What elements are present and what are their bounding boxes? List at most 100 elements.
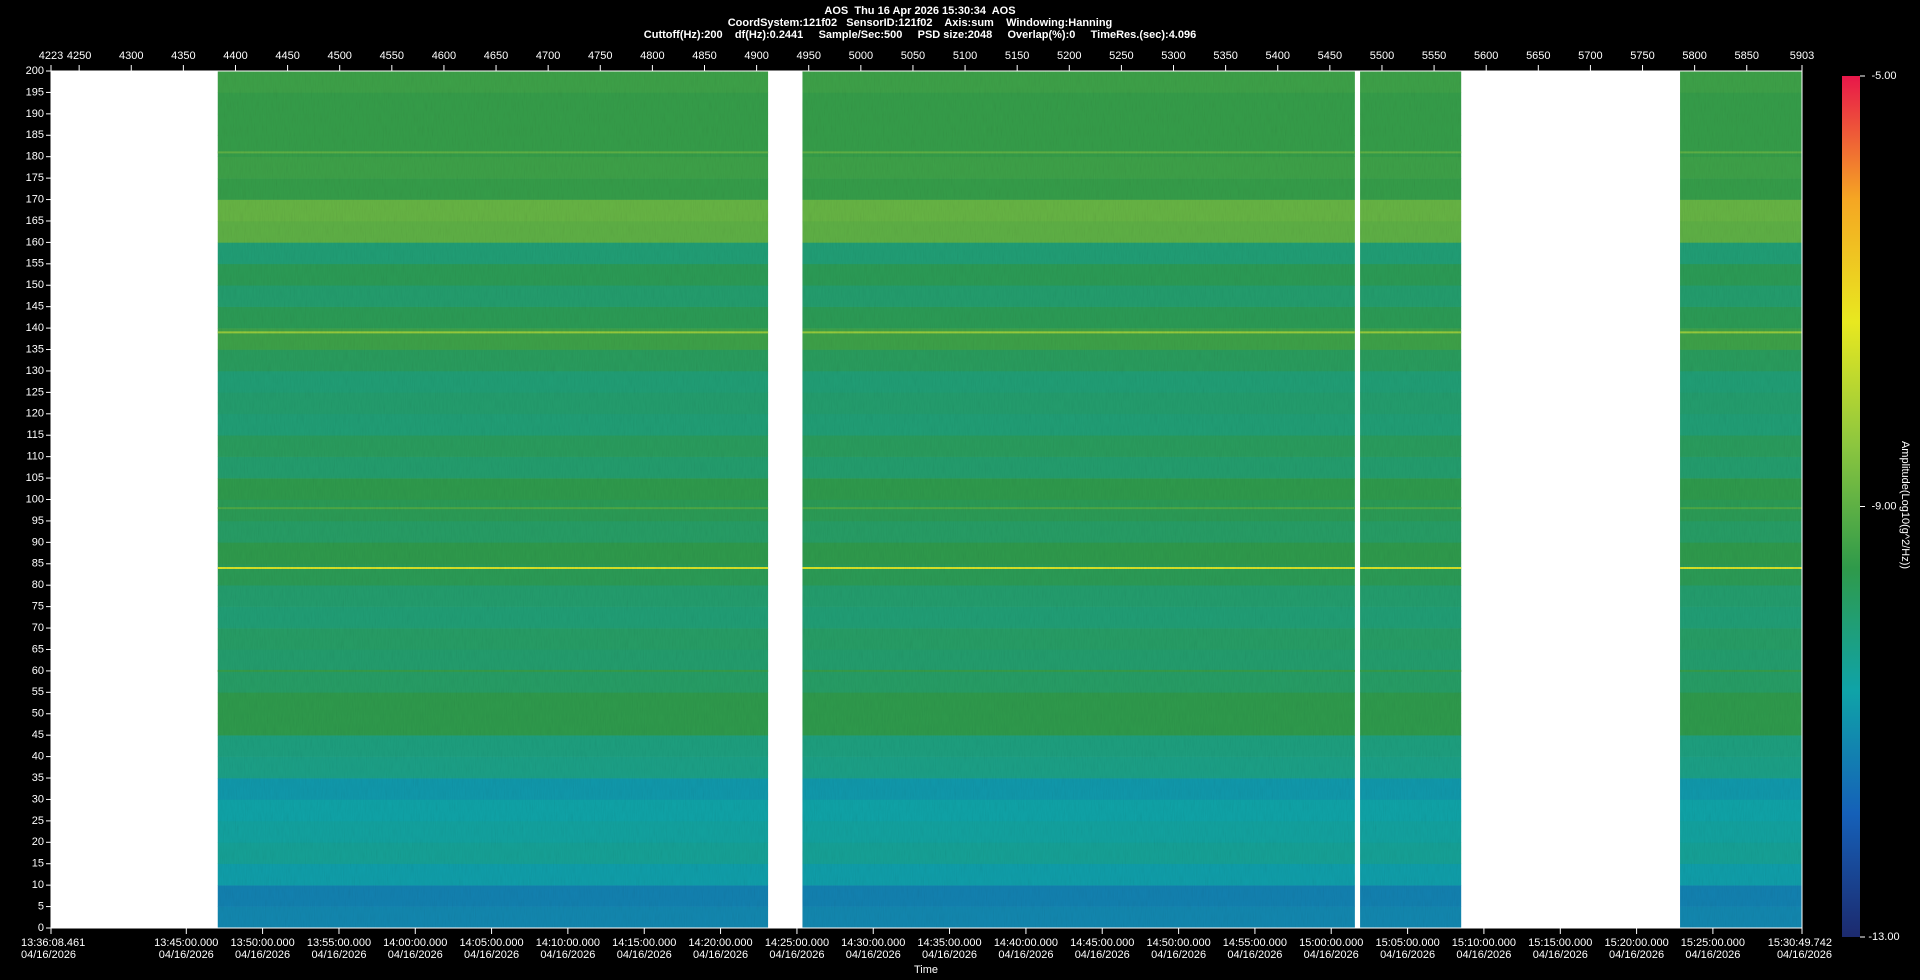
- y-tick-label: 70: [32, 622, 44, 634]
- x-tick-label: 4900: [744, 50, 768, 62]
- x-tick-label: 4850: [692, 50, 716, 62]
- y-tick-label: 100: [26, 493, 44, 505]
- x2-tick-label: 14:30:00.000: [841, 937, 905, 949]
- x-tick-label: 5800: [1682, 50, 1706, 62]
- x2-tick-date: 04/16/2026: [998, 949, 1053, 961]
- y-tick-label: 150: [26, 279, 44, 291]
- x-tick-label: 4800: [640, 50, 664, 62]
- y-tick-label: 30: [32, 793, 44, 805]
- x-tick-label: 4750: [588, 50, 612, 62]
- x2-tick-date: 04/16/2026: [617, 949, 672, 961]
- y-tick-label: 105: [26, 472, 44, 484]
- x-tick-label: 5200: [1057, 50, 1081, 62]
- x2-tick-label: 14:40:00.000: [994, 937, 1058, 949]
- x2-tick-label: 14:05:00.000: [459, 937, 523, 949]
- x2-tick-label: 14:00:00.000: [383, 937, 447, 949]
- x2-tick-date: 04/16/2026: [769, 949, 824, 961]
- x2-tick-date: 04/16/2026: [1075, 949, 1130, 961]
- x-tick-label: 4300: [119, 50, 143, 62]
- y-tick-label: 180: [26, 151, 44, 163]
- x2-tick-label: 15:00:00.000: [1299, 937, 1363, 949]
- x2-tick-label: 14:35:00.000: [917, 937, 981, 949]
- chart-subtitle: CoordSystem:121f02 SensorID:121f02 Axis:…: [728, 17, 1113, 29]
- x-tick-label: 5150: [1005, 50, 1029, 62]
- y-tick-label: 45: [32, 729, 44, 741]
- x2-tick-label: 14:15:00.000: [612, 937, 676, 949]
- y-tick-label: 95: [32, 515, 44, 527]
- x-tick-label: 5050: [901, 50, 925, 62]
- x2-tick-label: 15:15:00.000: [1528, 937, 1592, 949]
- chart-subtitle: Cuttoff(Hz):200 df(Hz):0.2441 Sample/Sec…: [644, 29, 1196, 41]
- x-tick-label: 5400: [1266, 50, 1290, 62]
- x2-tick-date: 04/16/2026: [846, 949, 901, 961]
- x2-tick-label: 15:30:49.742: [1768, 937, 1832, 949]
- texture: [802, 71, 1355, 928]
- x2-tick-label: 15:05:00.000: [1375, 937, 1439, 949]
- y-tick-label: 90: [32, 536, 44, 548]
- texture: [217, 71, 769, 928]
- x-tick-label: 4550: [380, 50, 404, 62]
- y-tick-label: 200: [26, 65, 44, 77]
- y-tick-label: 55: [32, 686, 44, 698]
- x2-tick-date: 04/16/2026: [21, 949, 76, 961]
- y-tick-label: 120: [26, 408, 44, 420]
- x-tick-label: 5550: [1422, 50, 1446, 62]
- x2-tick-label: 15:10:00.000: [1452, 937, 1516, 949]
- y-tick-label: 185: [26, 129, 44, 141]
- x-tick-label: 5650: [1526, 50, 1550, 62]
- x2-tick-date: 04/16/2026: [1685, 949, 1740, 961]
- x2-tick-label: 15:25:00.000: [1681, 937, 1745, 949]
- y-tick-label: 75: [32, 601, 44, 613]
- x-tick-label: 4250: [67, 50, 91, 62]
- y-tick-label: 110: [26, 451, 44, 463]
- y-tick-label: 125: [26, 386, 44, 398]
- x2-tick-date: 04/16/2026: [1227, 949, 1282, 961]
- y-tick-label: 155: [26, 258, 44, 270]
- x-tick-label: 5600: [1474, 50, 1498, 62]
- y-tick-label: 0: [38, 922, 44, 934]
- y-tick-label: 35: [32, 772, 44, 784]
- x2-tick-date: 04/16/2026: [1777, 949, 1832, 961]
- x2-tick-label: 14:55:00.000: [1223, 937, 1287, 949]
- x2-tick-date: 04/16/2026: [235, 949, 290, 961]
- x2-tick-date: 04/16/2026: [388, 949, 443, 961]
- y-tick-label: 10: [32, 879, 44, 891]
- x-tick-label: 4223: [39, 50, 63, 62]
- x2-tick-date: 04/16/2026: [1380, 949, 1435, 961]
- chart-title: AOS Thu 16 Apr 2026 15:30:34 AOS: [824, 5, 1015, 17]
- x2-tick-label: 14:50:00.000: [1147, 937, 1211, 949]
- x2-tick-date: 04/16/2026: [1304, 949, 1359, 961]
- colorbar-label: Amplitude(Log10(g^2/Hz)): [1899, 441, 1911, 569]
- x2-tick-date: 04/16/2026: [1533, 949, 1588, 961]
- x-tick-label: 4700: [536, 50, 560, 62]
- x-tick-label: 5300: [1161, 50, 1185, 62]
- x2-tick-date: 04/16/2026: [1151, 949, 1206, 961]
- y-tick-label: 195: [26, 86, 44, 98]
- colorbar-tick-label: -9.00: [1871, 500, 1896, 512]
- y-tick-label: 15: [32, 858, 44, 870]
- x-tick-label: 5903: [1790, 50, 1814, 62]
- y-tick-label: 5: [38, 900, 44, 912]
- y-tick-label: 80: [32, 579, 44, 591]
- x2-tick-date: 04/16/2026: [159, 949, 214, 961]
- x2-tick-date: 04/16/2026: [540, 949, 595, 961]
- texture: [1680, 71, 1802, 928]
- y-tick-label: 115: [26, 429, 44, 441]
- x2-tick-label: 14:20:00.000: [688, 937, 752, 949]
- x-tick-label: 5100: [953, 50, 977, 62]
- y-tick-label: 165: [26, 215, 44, 227]
- y-tick-label: 130: [26, 365, 44, 377]
- x2-tick-label: 14:45:00.000: [1070, 937, 1134, 949]
- y-tick-label: 140: [26, 322, 44, 334]
- y-tick-label: 20: [32, 836, 44, 848]
- y-tick-label: 60: [32, 665, 44, 677]
- x-tick-label: 4350: [171, 50, 195, 62]
- x-tick-label: 4600: [432, 50, 456, 62]
- x-tick-label: 4650: [484, 50, 508, 62]
- colorbar-tick-label: -13.00: [1868, 931, 1899, 943]
- y-tick-label: 175: [26, 172, 44, 184]
- x-tick-label: 4500: [327, 50, 351, 62]
- x-tick-label: 4450: [275, 50, 299, 62]
- y-tick-label: 190: [26, 108, 44, 120]
